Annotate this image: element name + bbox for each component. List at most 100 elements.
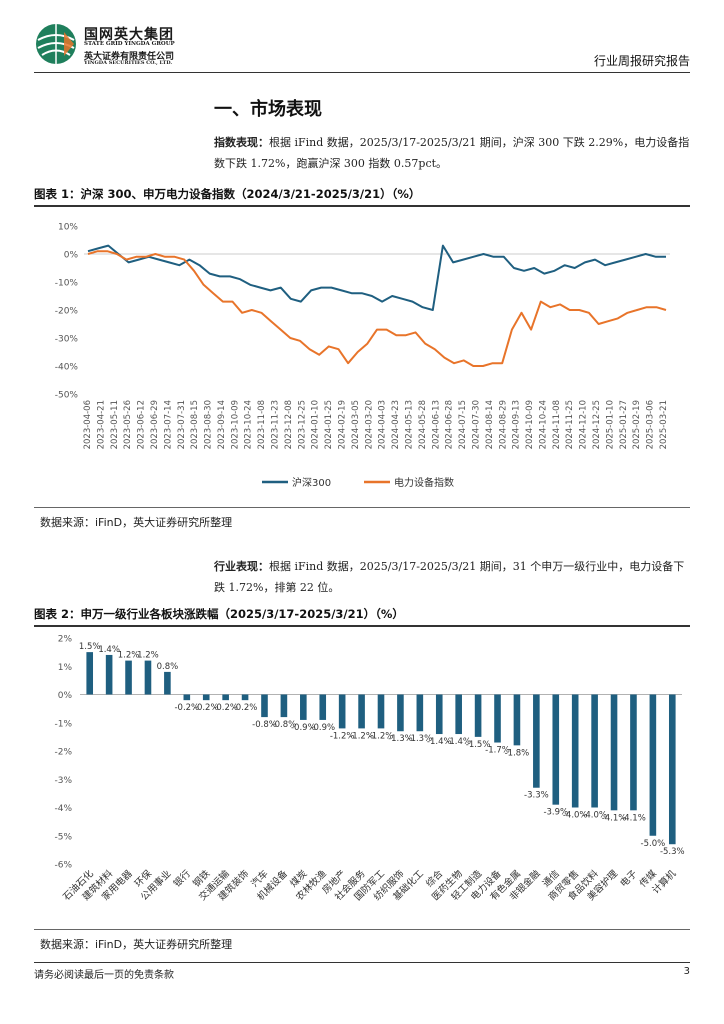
bar-环保 (144, 660, 152, 695)
bar-非银金融 (533, 694, 540, 788)
company-name-cn: 国网英大集团 (84, 27, 174, 43)
x-tick-label: 2024-04-03 (378, 400, 388, 449)
x-tick-label: 2023-06-29 (150, 400, 160, 449)
bar-轻工制造 (474, 694, 482, 737)
bar-value-label: -3.3% (524, 791, 549, 801)
industry-performance-label: 行业表现： (214, 560, 269, 573)
x-tick-label: 2023-07-31 (177, 400, 187, 449)
x-tick-label: 2024-08-14 (485, 400, 495, 449)
figure1-source: 数据来源：iFinD，英大证券研究所整理 (40, 516, 233, 529)
figure2-caption: 图表 2：申万一级行业各板块涨跌幅（2025/3/17-2025/3/21）（%… (34, 606, 690, 627)
y-tick-label: -5% (54, 832, 72, 842)
bar-value-label: -3.9% (543, 808, 568, 818)
x-tick-label: 2023-05-26 (123, 400, 133, 449)
bar-银行 (183, 694, 191, 701)
x-tick-label: 2024-03-05 (351, 400, 361, 449)
bar-有色金属 (513, 694, 521, 746)
bar-传媒 (649, 694, 657, 836)
bar-计算机 (668, 694, 676, 845)
x-tick-label: 2024-01-25 (324, 400, 334, 449)
bar-value-label: -0.8% (252, 720, 277, 730)
bar-value-label: 1.2% (137, 651, 159, 661)
x-tick-label: 2024-07-15 (458, 400, 468, 449)
report-type: 行业周报研究报告 (593, 54, 690, 68)
y-tick-label: -3% (54, 776, 72, 786)
bar-商贸零售 (571, 694, 579, 808)
bar-value-label: -4.0% (582, 811, 607, 821)
subsidiary-name-cn: 英大证券有限责任公司 (84, 52, 175, 62)
x-tick-label: 2023-07-14 (163, 400, 173, 449)
bar-公用事业 (164, 671, 171, 695)
bar-社会服务 (358, 694, 365, 729)
bar-value-label: -4.1% (602, 813, 627, 823)
y-tick-label: 0% (58, 691, 73, 701)
y-tick-label: 10% (58, 223, 78, 233)
bar-chart: 2%1%0%-1%-2%-3%-4%-5%-6%1.5%石油石化1.4%建筑材料… (54, 635, 685, 904)
bar-建筑材料 (105, 654, 113, 695)
x-tick-label: 2023-11-23 (271, 400, 281, 449)
index-performance-paragraph: 指数表现：根据 iFind 数据，2025/3/17-2025/3/21 期间，… (214, 132, 690, 174)
x-tick-label: 2024-12-10 (579, 400, 589, 449)
x-tick-label: 2024-01-10 (311, 400, 321, 449)
bar-机械设备 (280, 694, 288, 718)
x-tick-label: 2023-12-25 (297, 400, 307, 449)
x-tick-label: 2024-09-13 (512, 400, 522, 449)
x-tick-label: 2023-06-12 (137, 400, 147, 449)
x-tick-label: 2023-08-15 (190, 400, 200, 449)
company-logo (36, 24, 76, 64)
x-tick-label: 2024-04-23 (391, 400, 401, 449)
x-tick-label: 2024-05-28 (418, 400, 428, 449)
x-tick-label: 2024-11-08 (552, 400, 562, 449)
x-tick-label: 2024-06-28 (445, 400, 455, 449)
page-number: 3 (683, 966, 690, 977)
x-tick-label: 2024-06-13 (431, 400, 441, 449)
bar-房地产 (338, 694, 346, 729)
header-divider (34, 72, 690, 73)
y-tick-label: -4% (54, 804, 72, 814)
index-performance-text: 根据 iFind 数据，2025/3/17-2025/3/21 期间，沪深 30… (214, 136, 690, 170)
y-tick-label: -30% (55, 335, 79, 345)
x-tick-label: 2023-12-08 (284, 400, 294, 449)
y-tick-label: -20% (55, 307, 79, 317)
figure1-caption: 图表 1：沪深 300、申万电力设备指数（2024/3/21-2025/3/21… (34, 186, 690, 207)
series-line-2 (87, 250, 667, 367)
x-tick-label: 2023-05-11 (110, 400, 120, 449)
figure2-source: 数据来源：iFinD，英大证券研究所整理 (40, 938, 233, 951)
bar-value-label: -5.0% (641, 839, 666, 849)
y-tick-label: -2% (54, 748, 72, 758)
bar-医药生物 (455, 694, 462, 735)
bar-value-label: -5.3% (660, 847, 685, 857)
bar-value-label: -1.2% (330, 731, 355, 741)
bar-value-label: -4.1% (621, 813, 646, 823)
bar-value-label: -1.7% (485, 746, 510, 756)
bar-value-label: -4.0% (563, 811, 588, 821)
legend-label-1: 沪深300 (292, 476, 331, 489)
bar-综合 (435, 694, 443, 735)
bar-value-label: -1.4% (446, 737, 471, 747)
bar-value-label: -1.3% (408, 734, 433, 744)
bar-value-label: -0.8% (272, 720, 297, 730)
y-tick-label: -10% (55, 279, 79, 289)
bar-value-label: -0.2% (194, 703, 219, 713)
x-tick-label: 2024-08-29 (498, 400, 508, 449)
bar-value-label: -0.9% (310, 723, 335, 733)
x-tick-label: 2024-10-09 (525, 400, 535, 449)
bar-建筑装饰 (241, 694, 249, 701)
bar-汽车 (261, 694, 268, 718)
y-tick-label: -6% (54, 861, 72, 871)
bar-value-label: -1.4% (427, 737, 452, 747)
x-tick-label: 2024-03-20 (364, 400, 374, 449)
bar-value-label: -0.9% (291, 723, 316, 733)
x-tick-label: 2024-05-13 (404, 400, 414, 449)
bar-value-label: 0.8% (157, 662, 179, 672)
bar-value-label: -1.2% (349, 731, 374, 741)
x-tick-label: 2024-10-24 (538, 400, 548, 449)
x-tick-label: 2023-10-24 (244, 400, 254, 449)
bar-value-label: 1.2% (118, 651, 140, 661)
x-tick-label: 2025-01-27 (619, 400, 629, 449)
bar-交通运输 (222, 694, 229, 701)
y-tick-label: -40% (55, 363, 79, 373)
bar-value-label: -0.2% (174, 703, 199, 713)
series-line-1 (87, 244, 666, 311)
footer-disclaimer: 请务必阅读最后一页的免责条款 (34, 970, 174, 981)
